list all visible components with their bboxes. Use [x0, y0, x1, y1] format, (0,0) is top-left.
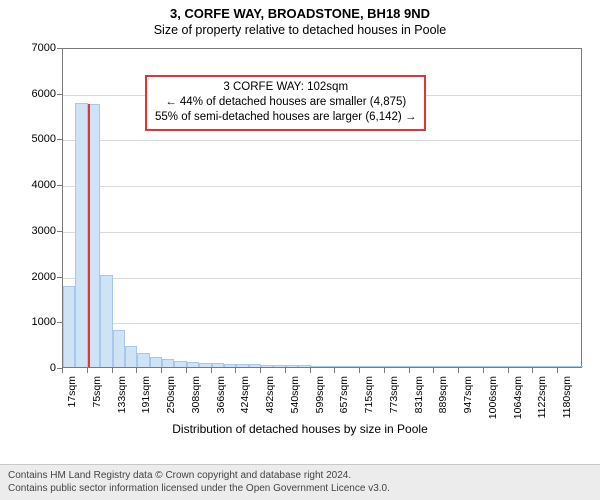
- x-tick-label: 308sqm: [190, 376, 202, 413]
- x-axis-label: Distribution of detached houses by size …: [0, 422, 600, 436]
- y-tick-label: 3000: [16, 225, 56, 237]
- bar: [137, 353, 149, 367]
- x-tick-label: 540sqm: [289, 376, 301, 413]
- x-tick-label: 1122sqm: [536, 376, 548, 418]
- bar: [199, 363, 211, 367]
- x-tick-label: 250sqm: [165, 376, 177, 413]
- y-tick-label: 2000: [16, 271, 56, 283]
- bar: [521, 366, 533, 367]
- bar: [162, 359, 174, 367]
- x-tick-label: 657sqm: [338, 376, 350, 413]
- x-tick-label: 947sqm: [462, 376, 474, 413]
- bar: [273, 365, 285, 367]
- x-tick-label: 17sqm: [66, 376, 78, 408]
- bar: [571, 366, 583, 367]
- annotation-line2: ← 44% of detached houses are smaller (4,…: [155, 95, 416, 110]
- bar: [75, 103, 87, 367]
- footer-line1: Contains HM Land Registry data © Crown c…: [8, 469, 592, 482]
- bar: [113, 330, 125, 367]
- x-tick-label: 1064sqm: [512, 376, 524, 419]
- x-tick-label: 599sqm: [314, 376, 326, 413]
- x-tick-label: 889sqm: [437, 376, 449, 413]
- bar: [385, 366, 397, 367]
- bar: [286, 365, 298, 367]
- bar: [533, 366, 545, 367]
- bar: [125, 346, 137, 367]
- footer: Contains HM Land Registry data © Crown c…: [0, 464, 600, 500]
- annotation-line3: 55% of semi-detached houses are larger (…: [155, 110, 416, 125]
- bar: [335, 366, 347, 367]
- x-tick-label: 715sqm: [363, 376, 375, 413]
- bar: [187, 362, 199, 367]
- x-tick-label: 1006sqm: [487, 376, 499, 419]
- chart-container: Number of detached properties 0100020003…: [0, 40, 600, 440]
- bar: [249, 364, 261, 367]
- annotation-box: 3 CORFE WAY: 102sqm ← 44% of detached ho…: [145, 75, 426, 131]
- x-tick-label: 1180sqm: [561, 376, 573, 418]
- bar: [496, 366, 508, 367]
- x-tick-label: 133sqm: [116, 376, 128, 413]
- bar: [236, 364, 248, 367]
- bar: [410, 366, 422, 367]
- bar: [63, 286, 75, 367]
- page-title: 3, CORFE WAY, BROADSTONE, BH18 9ND: [0, 0, 600, 21]
- footer-line2: Contains public sector information licen…: [8, 482, 592, 495]
- bar: [434, 366, 446, 367]
- y-tick-label: 5000: [16, 133, 56, 145]
- bar: [323, 366, 335, 367]
- bar: [472, 366, 484, 367]
- x-tick-label: 191sqm: [140, 376, 152, 413]
- y-tick-label: 0: [16, 362, 56, 374]
- x-tick-label: 424sqm: [239, 376, 251, 413]
- bar: [212, 363, 224, 367]
- annotation-line1: 3 CORFE WAY: 102sqm: [155, 80, 416, 95]
- bar: [422, 366, 434, 367]
- bar: [558, 366, 570, 367]
- bar: [459, 366, 471, 367]
- y-tick-label: 7000: [16, 42, 56, 54]
- bar: [311, 366, 323, 367]
- bar: [509, 366, 521, 367]
- bar: [546, 366, 558, 367]
- bar: [150, 357, 162, 368]
- x-tick-label: 773sqm: [388, 376, 400, 413]
- bar: [348, 366, 360, 367]
- bar: [298, 365, 310, 367]
- y-tick-label: 4000: [16, 179, 56, 191]
- x-tick-label: 75sqm: [91, 376, 103, 408]
- x-tick-label: 366sqm: [215, 376, 227, 413]
- plot-area: 3 CORFE WAY: 102sqm ← 44% of detached ho…: [62, 48, 582, 368]
- bar: [360, 366, 372, 367]
- bar: [484, 366, 496, 367]
- bar: [373, 366, 385, 367]
- page-subtitle: Size of property relative to detached ho…: [0, 21, 600, 39]
- bar: [224, 364, 236, 367]
- y-tick-label: 1000: [16, 316, 56, 328]
- bar: [397, 366, 409, 367]
- bar: [261, 365, 273, 367]
- bar: [174, 361, 186, 367]
- bar: [100, 275, 112, 367]
- x-tick-label: 482sqm: [264, 376, 276, 413]
- y-tick-label: 6000: [16, 88, 56, 100]
- bar: [447, 366, 459, 367]
- x-tick-label: 831sqm: [413, 376, 425, 413]
